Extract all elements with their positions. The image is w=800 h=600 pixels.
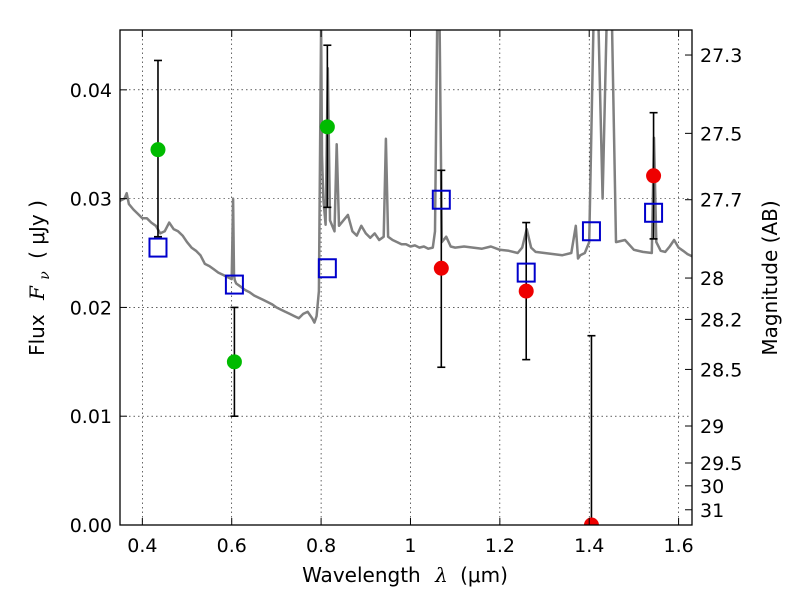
x-tick-label: 0.8 — [306, 535, 336, 557]
y-axis-label-text: Flux — [25, 314, 49, 356]
y2-tick-label: 28 — [700, 268, 724, 290]
model-point — [148, 237, 168, 258]
y-axis-subscript: ν — [37, 271, 53, 280]
model-point — [516, 262, 536, 283]
data-point — [518, 283, 534, 299]
y-tick-label: 0.00 — [70, 515, 112, 537]
y2-tick-label: 27.5 — [700, 123, 742, 145]
data-point — [583, 517, 599, 525]
spectrum-line — [120, 30, 692, 324]
y2-tick-label: 30 — [700, 476, 724, 498]
y2-axis-label: Magnitude (AB) — [758, 200, 782, 355]
x-axis-unit: (μm) — [460, 563, 508, 587]
y2-tick-label: 28.2 — [700, 309, 742, 331]
model-point — [224, 274, 244, 295]
y2-tick-label: 28.5 — [700, 359, 742, 381]
data-point — [150, 142, 166, 158]
y-tick-label: 0.02 — [70, 297, 112, 319]
data-point — [319, 119, 335, 135]
y-axis-unit: ( μJy ) — [25, 200, 49, 259]
y2-tick-label: 29.5 — [700, 453, 742, 475]
y-tick-label: 0.01 — [70, 406, 112, 428]
x-tick-label: 0.6 — [217, 535, 247, 557]
x-tick-label: 1.4 — [574, 535, 604, 557]
y-axis-label: Flux F ν ( μJy ) — [25, 200, 54, 356]
x-tick-label: 0.4 — [127, 535, 157, 557]
model-point — [431, 189, 451, 210]
photometry-markers — [148, 44, 664, 525]
model-spectrum — [120, 30, 692, 324]
model-point — [581, 221, 601, 242]
x-axis-label-text: Wavelength — [302, 563, 421, 587]
x-axis-symbol: λ — [434, 563, 448, 587]
axis-ticks: 0.4 0.6 0.8 1 1.2 1.4 1.6 0.00 0.01 0.02 0.03 0.04 2… — [70, 30, 742, 557]
y2-tick-label: 27.7 — [700, 190, 742, 212]
x-tick-label: 1.6 — [663, 535, 693, 557]
x-tick-label: 1 — [404, 535, 416, 557]
y-tick-label: 0.04 — [70, 80, 112, 102]
data-point — [226, 354, 242, 370]
y-axis-symbol: F — [25, 285, 49, 301]
data-point — [433, 260, 449, 276]
x-tick-label: 1.2 — [485, 535, 515, 557]
y2-tick-label: 29 — [700, 416, 724, 438]
data-point — [646, 168, 662, 184]
model-point — [317, 258, 337, 279]
grid — [120, 30, 692, 526]
plot-frame — [119, 29, 693, 526]
y-tick-label: 0.03 — [70, 189, 112, 211]
x-axis-label: Wavelength λ (μm) — [302, 563, 508, 587]
y2-tick-label: 27.3 — [700, 45, 742, 67]
y2-tick-label: 31 — [700, 500, 724, 522]
model-point — [644, 202, 664, 223]
